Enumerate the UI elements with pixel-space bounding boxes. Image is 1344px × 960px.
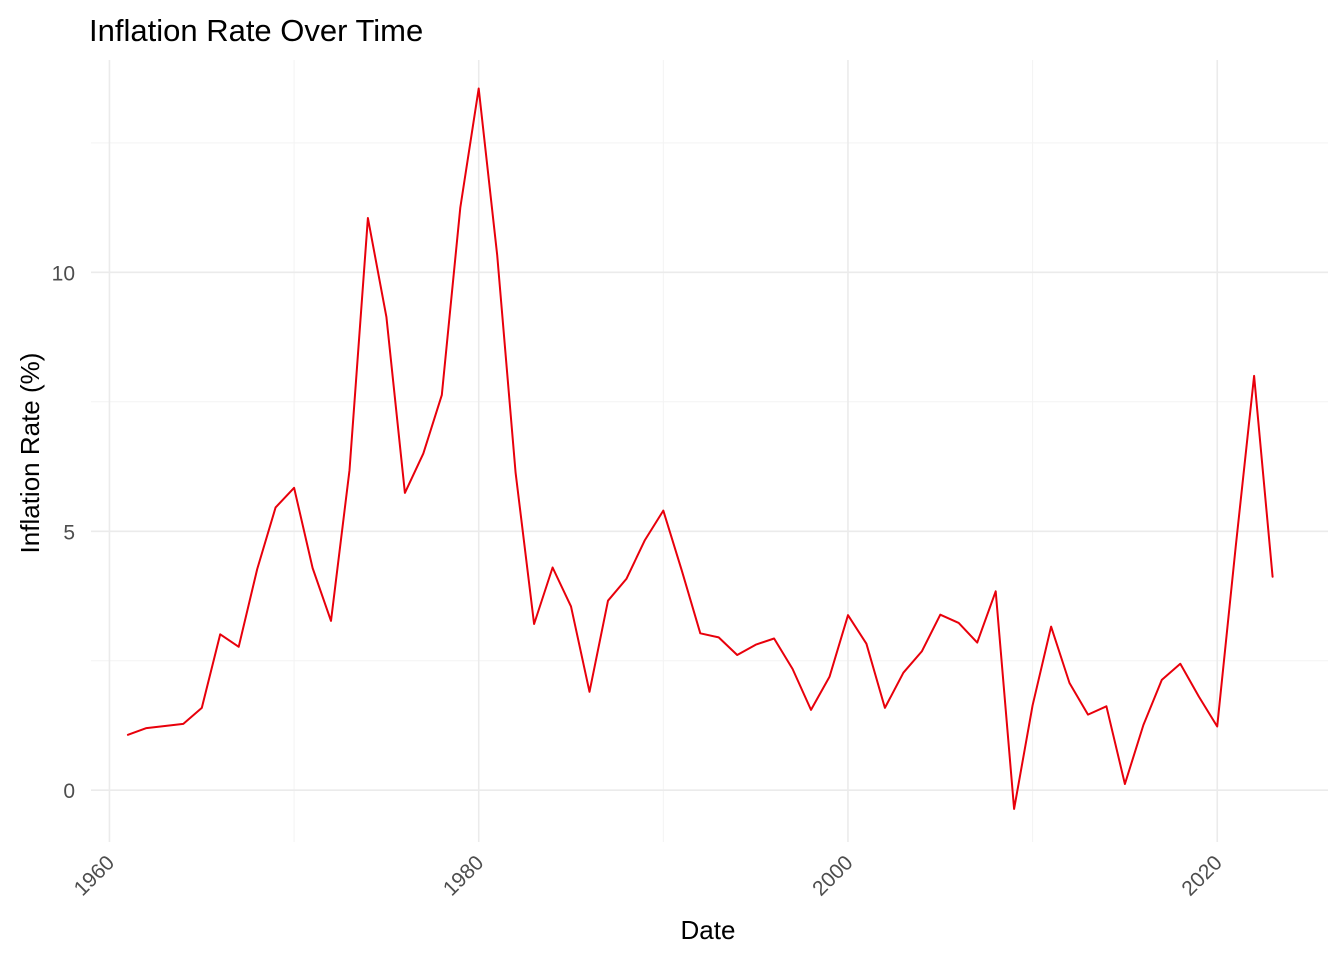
- inflation-series-line: [126, 87, 1274, 810]
- x-tick-label: 1980: [439, 851, 488, 900]
- y-axis-ticks: 0 5 10: [52, 262, 75, 803]
- x-axis-ticks: 1960 1980 2000 2020: [70, 851, 1227, 900]
- y-axis-title: Inflation Rate (%): [15, 353, 45, 554]
- x-axis-title: Date: [681, 915, 736, 945]
- y-tick-label: 10: [52, 262, 75, 285]
- x-tick-label: 2000: [808, 851, 857, 900]
- x-tick-label: 2020: [1177, 851, 1226, 900]
- chart-title: Inflation Rate Over Time: [89, 13, 423, 48]
- x-tick-label: 1960: [70, 851, 119, 900]
- series-layer: [126, 87, 1274, 810]
- y-tick-label: 0: [63, 780, 75, 803]
- y-tick-label: 5: [63, 521, 75, 544]
- grid-layer: [91, 60, 1328, 842]
